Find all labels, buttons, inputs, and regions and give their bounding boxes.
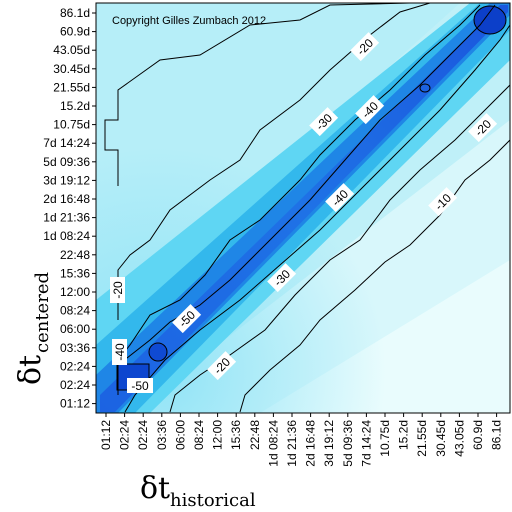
x-axis-subscript: historical	[170, 490, 256, 511]
plot-area	[96, 3, 510, 413]
y-tick-label: 10.75d	[53, 118, 90, 132]
y-tick-label: 5d 09:36	[43, 155, 90, 169]
x-tick-label: 30.45d	[434, 420, 448, 457]
contour-line-core-lower	[124, 24, 511, 413]
y-tick-label: 02:24	[60, 378, 90, 392]
svg-text:-50: -50	[131, 379, 149, 393]
svg-text:-20: -20	[111, 281, 125, 299]
x-tick-label: 1d 21:36	[285, 420, 299, 467]
contours	[104, 2, 511, 413]
x-tick-label: 12:00	[211, 420, 225, 450]
y-tick-label: 15:36	[60, 266, 90, 280]
y-tick-label: 3d 19:12	[43, 173, 90, 187]
core-mid-spot	[149, 343, 167, 361]
x-tick-label: 02:24	[118, 420, 132, 450]
y-axis-title: δt centered	[13, 272, 53, 385]
y-axis-symbol: δt	[13, 355, 48, 385]
y-tick-label: 1d 21:36	[43, 211, 90, 225]
contour-ring-small	[419, 83, 431, 93]
contour-label: -40	[112, 339, 127, 365]
x-axis-symbol: δt	[140, 471, 170, 506]
y-tick-label: 30.45d	[53, 62, 90, 76]
x-tick-label: 21.55d	[415, 420, 429, 457]
x-tick-label: 08:24	[192, 420, 206, 450]
y-tick-label: 2d 16:48	[43, 192, 90, 206]
y-axis: 86.1d 60.9d 43.05d 30.45d 21.55d 15.2d 10.75d 7…	[43, 6, 96, 411]
x-tick-label: 06:00	[173, 420, 187, 450]
x-tick-label: 7d 14:24	[359, 420, 373, 467]
contour-line-lower-1	[169, 84, 511, 413]
y-tick-label: 06:00	[60, 322, 90, 336]
contour-line-upper-2	[117, 4, 481, 361]
band-core	[100, 5, 508, 412]
x-tick-label: 1d 08:24	[266, 420, 280, 467]
x-tick-label: 02:24	[136, 420, 150, 450]
svg-text:-40: -40	[113, 343, 127, 361]
plot-frame	[95, 2, 511, 414]
y-tick-label: 21.55d	[53, 80, 90, 94]
x-tick-label: 86.1d	[490, 420, 504, 450]
x-axis-title: δt historical	[140, 471, 256, 511]
y-tick-label: 86.1d	[60, 6, 90, 20]
contour-line-core-upper	[117, 4, 496, 395]
x-tick-label: 43.05d	[452, 420, 466, 457]
y-axis-subscript: centered	[32, 272, 53, 353]
y-tick-label: 1d 08:24	[43, 229, 90, 243]
core-top-right	[474, 6, 506, 34]
y-tick-label: 01:12	[60, 397, 90, 411]
y-tick-label: 7d 14:24	[43, 136, 90, 150]
x-axis: 01:12 02:24 02:24 03:36 06:00 08:24 12:00 15:36…	[99, 413, 504, 467]
x-tick-label: 03:36	[155, 420, 169, 450]
x-tick-label: 60.9d	[471, 420, 485, 450]
contour-label: -20	[110, 277, 125, 303]
x-tick-label: 15.2d	[397, 420, 411, 450]
contour-line-upper-outer	[104, 2, 411, 186]
y-tick-label: 22:48	[60, 248, 90, 262]
y-tick-label: 02:24	[60, 359, 90, 373]
contour-label: -50	[127, 378, 153, 393]
y-tick-label: 15.2d	[60, 99, 90, 113]
contour-ring-top	[473, 5, 507, 35]
x-tick-label: 01:12	[99, 420, 113, 450]
x-tick-label: 15:36	[229, 420, 243, 450]
copyright-text: Copyright Gilles Zumbach 2012	[112, 15, 266, 27]
x-tick-label: 10.75d	[378, 420, 392, 457]
y-tick-label: 08:24	[60, 304, 90, 318]
x-tick-label: 22:48	[248, 420, 262, 450]
contour-line-lower-2	[239, 139, 511, 413]
y-tick-label: 43.05d	[53, 43, 90, 57]
y-tick-label: 12:00	[60, 285, 90, 299]
x-tick-label: 3d 19:12	[322, 420, 336, 467]
y-tick-label: 60.9d	[60, 25, 90, 39]
x-tick-label: 2d 16:48	[304, 420, 318, 467]
contour-ring	[148, 342, 168, 362]
y-tick-label: 03:36	[60, 341, 90, 355]
x-tick-label: 5d 09:36	[341, 420, 355, 467]
